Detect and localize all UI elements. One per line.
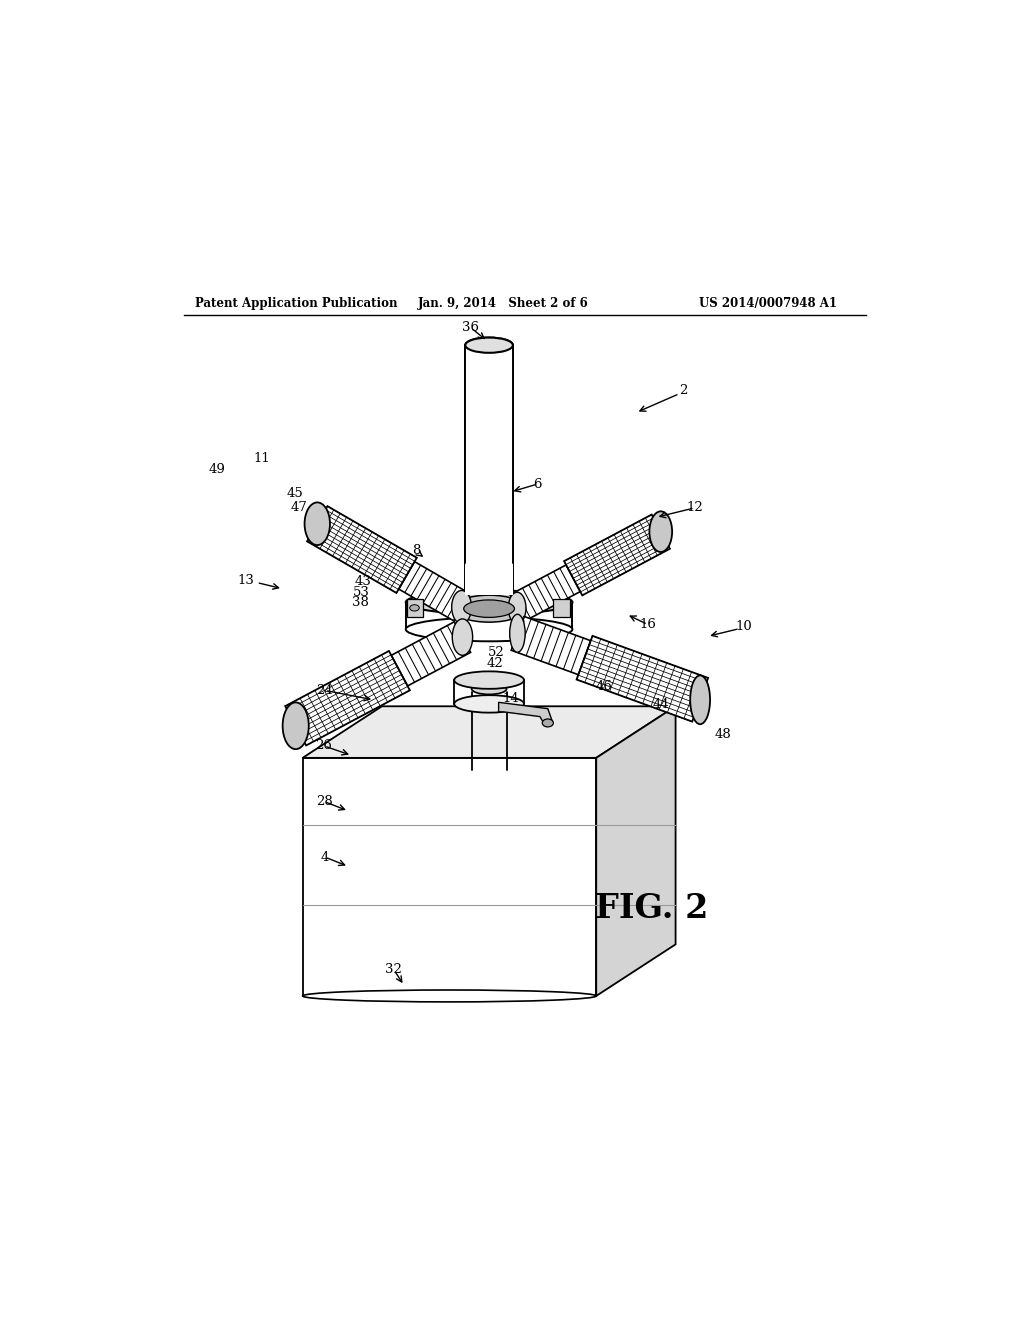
Ellipse shape [465, 338, 513, 352]
Text: 53: 53 [353, 586, 370, 598]
Text: Patent Application Publication: Patent Application Publication [196, 297, 398, 310]
Polygon shape [511, 616, 591, 675]
Polygon shape [391, 622, 471, 686]
Polygon shape [286, 651, 410, 746]
Text: 6: 6 [534, 478, 542, 491]
Text: 2: 2 [679, 384, 688, 397]
Polygon shape [577, 636, 708, 722]
Polygon shape [553, 599, 570, 616]
Text: 28: 28 [315, 795, 333, 808]
Ellipse shape [283, 702, 309, 750]
Text: 45: 45 [287, 487, 303, 500]
Text: 14: 14 [502, 692, 519, 705]
Ellipse shape [510, 614, 525, 652]
Text: 46: 46 [596, 680, 612, 693]
Ellipse shape [472, 684, 507, 694]
Text: 11: 11 [253, 453, 269, 465]
Ellipse shape [453, 595, 525, 622]
Ellipse shape [410, 605, 419, 611]
Ellipse shape [406, 590, 572, 614]
Polygon shape [465, 346, 513, 595]
Text: 8: 8 [412, 544, 420, 557]
Ellipse shape [303, 990, 596, 1002]
Text: 43: 43 [354, 576, 372, 589]
Ellipse shape [455, 696, 524, 713]
Ellipse shape [406, 618, 572, 642]
Ellipse shape [543, 719, 553, 727]
Ellipse shape [690, 676, 710, 725]
Text: 13: 13 [237, 574, 254, 587]
Text: 47: 47 [290, 502, 307, 515]
Polygon shape [398, 561, 470, 620]
Text: 48: 48 [715, 727, 731, 741]
Text: FIG. 2: FIG. 2 [595, 892, 709, 925]
Polygon shape [564, 515, 670, 595]
Ellipse shape [304, 503, 330, 545]
Text: 16: 16 [639, 618, 656, 631]
Polygon shape [465, 346, 513, 595]
Text: 4: 4 [321, 850, 329, 863]
Ellipse shape [453, 619, 473, 655]
Text: 10: 10 [735, 620, 753, 634]
Text: 42: 42 [486, 657, 503, 671]
Text: 12: 12 [686, 502, 703, 515]
Polygon shape [303, 706, 676, 758]
Text: 52: 52 [487, 645, 505, 659]
Text: 38: 38 [352, 595, 369, 609]
Text: 32: 32 [385, 964, 402, 977]
Polygon shape [596, 706, 676, 997]
Text: 24: 24 [316, 684, 333, 697]
Text: 36: 36 [462, 321, 479, 334]
Text: US 2014/0007948 A1: US 2014/0007948 A1 [699, 297, 838, 310]
Polygon shape [407, 599, 423, 616]
Polygon shape [510, 565, 581, 622]
Ellipse shape [649, 511, 672, 552]
Ellipse shape [465, 338, 513, 352]
Ellipse shape [464, 599, 514, 618]
Text: Jan. 9, 2014   Sheet 2 of 6: Jan. 9, 2014 Sheet 2 of 6 [418, 297, 589, 310]
Text: 26: 26 [315, 739, 333, 752]
Ellipse shape [455, 672, 524, 689]
Polygon shape [303, 758, 596, 997]
Ellipse shape [452, 590, 471, 624]
Text: 49: 49 [209, 463, 225, 477]
Ellipse shape [508, 593, 526, 624]
Text: 44: 44 [653, 698, 670, 711]
Polygon shape [307, 506, 417, 593]
Polygon shape [499, 702, 553, 725]
